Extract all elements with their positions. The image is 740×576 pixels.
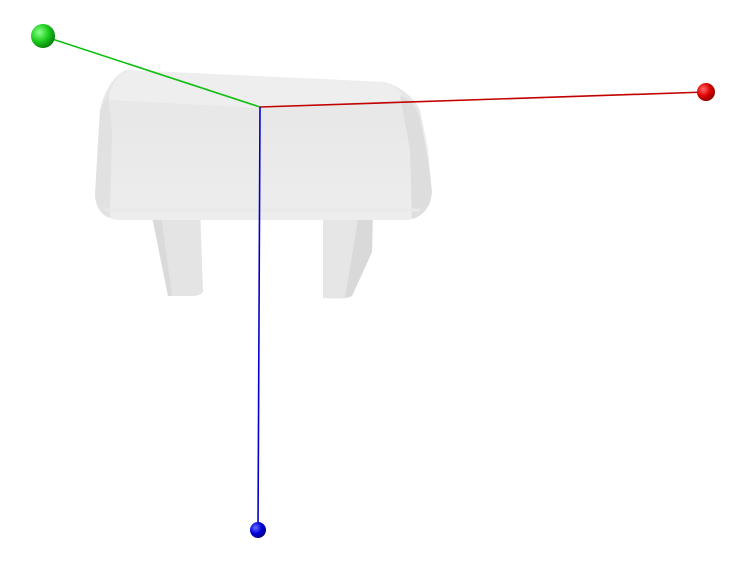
- x-axis-handle[interactable]: [697, 83, 715, 101]
- right-leg: [323, 207, 373, 299]
- z-axis-line: [257, 106, 261, 531]
- z-axis-handle[interactable]: [250, 522, 266, 538]
- left-leg: [150, 207, 203, 296]
- axes: [42, 35, 707, 531]
- x-axis-line: [259, 91, 707, 108]
- y-axis-handle[interactable]: [31, 24, 55, 48]
- block-body: [95, 70, 432, 220]
- y-axis-line: [42, 35, 261, 108]
